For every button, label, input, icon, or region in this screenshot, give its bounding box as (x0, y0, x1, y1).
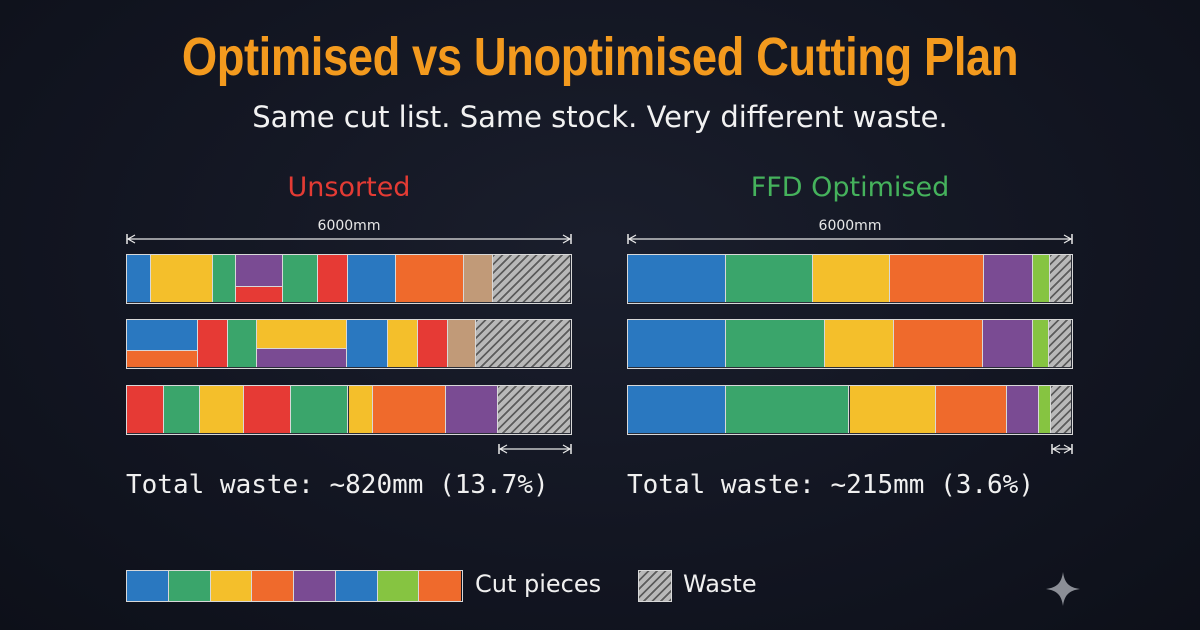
ffd-cut-piece (1007, 386, 1040, 433)
unsorted-stock-bar-2 (126, 319, 572, 369)
unsorted-panel: Unsorted 6000mm Total waste: ~820mm (13.… (126, 172, 572, 512)
unsorted-cut-piece (347, 320, 389, 367)
unsorted-cut-piece (212, 255, 236, 302)
ffd-cut-piece (893, 320, 984, 367)
unsorted-cut-piece (347, 255, 397, 302)
unsorted-panel-title: Unsorted (287, 172, 411, 203)
unsorted-cut-piece (282, 255, 319, 302)
unsorted-cut-piece (290, 386, 349, 433)
unsorted-dimension-arrow (126, 234, 572, 244)
legend-swatch (252, 571, 294, 601)
page-subtitle: Same cut list. Same stock. Very differen… (252, 100, 948, 134)
unsorted-cut-piece (257, 349, 348, 367)
unsorted-cut-piece (150, 255, 213, 302)
unsorted-cut-piece (127, 255, 151, 302)
unsorted-cut-piece (243, 386, 291, 433)
legend-swatch (377, 571, 420, 601)
ffd-cut-piece (935, 386, 1008, 433)
legend-swatch (294, 571, 336, 601)
ffd-cut-piece (1033, 255, 1050, 302)
unsorted-cut-piece (257, 320, 348, 350)
unsorted-cut-piece (373, 386, 447, 433)
ffd-stock-bar-1 (627, 254, 1073, 304)
ffd-waste-segment (1051, 386, 1071, 433)
ffd-cut-piece (1039, 386, 1052, 433)
unsorted-stock-bar-3 (126, 385, 572, 435)
ffd-cut-piece (726, 386, 850, 433)
ffd-cut-piece (628, 320, 727, 367)
ffd-cut-piece (983, 320, 1033, 367)
legend-swatch (210, 571, 253, 601)
page-title: Optimised vs Unoptimised Cutting Plan (181, 27, 1019, 87)
unsorted-cut-piece (396, 255, 464, 302)
ffd-total-waste: Total waste: ~215mm (3.6%) (627, 470, 1034, 500)
unsorted-cut-piece (463, 255, 493, 302)
ffd-waste-dimension-arrow (1051, 444, 1073, 454)
ffd-cut-piece (726, 320, 825, 367)
unsorted-waste-segment (476, 320, 570, 367)
ffd-panel-title: FFD Optimised (750, 172, 950, 203)
unsorted-cut-piece (235, 255, 283, 287)
unsorted-cut-piece (127, 350, 198, 367)
ffd-cut-piece (628, 386, 727, 433)
legend-cut-pieces-swatch (126, 570, 463, 602)
unsorted-cut-piece (447, 320, 477, 367)
unsorted-cut-piece (163, 386, 200, 433)
ffd-stock-length-label: 6000mm (818, 218, 882, 234)
ffd-stock-bar-2 (627, 319, 1073, 369)
ffd-cut-piece (849, 386, 936, 433)
ffd-stock-bar-3 (627, 385, 1073, 435)
unsorted-cut-piece (127, 320, 198, 351)
unsorted-stock-bar-1 (126, 254, 572, 304)
unsorted-cut-piece (446, 386, 499, 433)
ffd-cut-piece (983, 255, 1034, 302)
legend-swatch (168, 571, 211, 601)
ffd-cut-piece (726, 255, 813, 302)
legend-swatch (419, 571, 461, 601)
unsorted-cut-piece (235, 286, 283, 302)
ffd-cut-piece (628, 255, 727, 302)
ffd-waste-segment (1048, 320, 1071, 367)
unsorted-cut-piece (199, 386, 244, 433)
ffd-cut-piece (824, 320, 894, 367)
unsorted-cut-piece (348, 386, 374, 433)
legend-swatch (127, 571, 169, 601)
unsorted-stock-length-label: 6000mm (317, 218, 381, 234)
unsorted-cut-piece (418, 320, 448, 367)
unsorted-cut-piece (197, 320, 228, 367)
unsorted-cut-piece (127, 386, 164, 433)
ffd-dimension-arrow (627, 234, 1073, 244)
ffd-waste-segment (1049, 255, 1071, 302)
legend-waste-label: Waste (683, 570, 757, 598)
legend-waste-swatch (638, 570, 672, 602)
unsorted-cut-piece (318, 255, 348, 302)
unsorted-waste-segment (498, 386, 570, 433)
ffd-cut-piece (890, 255, 984, 302)
legend-cut-pieces-label: Cut pieces (475, 570, 602, 598)
unsorted-cut-piece (388, 320, 419, 367)
legend-swatch (335, 571, 378, 601)
unsorted-total-waste: Total waste: ~820mm (13.7%) (126, 470, 549, 500)
sparkle-icon (1046, 572, 1080, 606)
ffd-cut-piece (1032, 320, 1049, 367)
ffd-panel: FFD Optimised 6000mm Total waste: ~215mm… (627, 172, 1073, 512)
unsorted-cut-piece (228, 320, 258, 367)
unsorted-waste-dimension-arrow (498, 444, 572, 454)
unsorted-waste-segment (492, 255, 570, 302)
ffd-cut-piece (812, 255, 891, 302)
